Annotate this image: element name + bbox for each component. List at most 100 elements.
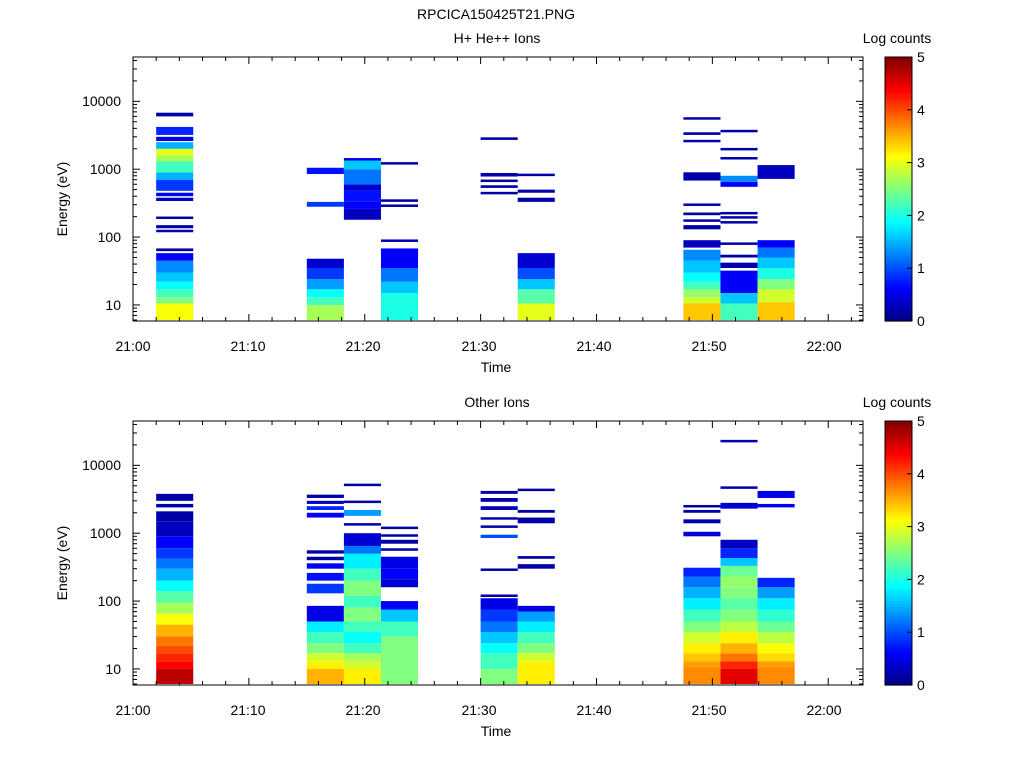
heatmap-cell: [683, 172, 721, 181]
colorbar-swatch: [885, 204, 912, 209]
heatmap-cell: [757, 577, 795, 588]
heatmap-cell: [156, 161, 194, 173]
colorbar-swatch: [885, 518, 912, 522]
heatmap-cell: [380, 548, 419, 551]
colorbar-swatch: [885, 436, 912, 441]
colorbar-swatch: [885, 521, 912, 525]
heatmap-cell: [720, 587, 758, 599]
colorbar-swatch: [885, 162, 912, 166]
heatmap-cell: [306, 289, 344, 298]
heatmap-cell: [720, 147, 758, 151]
heatmap-cell: [156, 668, 194, 684]
heatmap-cell: [380, 534, 419, 537]
heatmap-cell: [156, 558, 194, 569]
heatmap-cell: [517, 621, 555, 633]
colorbar-swatch: [885, 505, 912, 509]
heatmap-cell: [156, 216, 194, 220]
colorbar-swatch: [885, 70, 912, 74]
heatmap-cell: [757, 503, 795, 508]
heatmap-cell: [720, 262, 758, 269]
heatmap-cell: [720, 221, 758, 224]
colorbar-swatch: [885, 302, 912, 306]
colorbar-tick-label: 3: [917, 519, 925, 535]
colorbar-swatch: [885, 550, 912, 554]
colorbar-swatch: [885, 431, 912, 435]
heatmap-cell: [683, 203, 721, 206]
heatmap-cell: [480, 185, 518, 188]
plot-border: [132, 56, 864, 322]
heatmap-cell: [343, 632, 381, 644]
colorbar-swatch: [885, 273, 912, 277]
colorbar-swatch: [885, 313, 912, 317]
heatmap-cell: [517, 303, 555, 321]
colorbar-swatch: [885, 215, 912, 219]
colorbar-swatch: [885, 587, 912, 591]
colorbar-swatch: [885, 72, 912, 77]
colorbar-swatch: [885, 553, 912, 557]
heatmap-cell: [156, 580, 194, 592]
colorbar-swatch: [885, 434, 912, 438]
colorbar-swatch: [885, 444, 912, 448]
colorbar-swatch: [885, 186, 912, 190]
heatmap-cell: [156, 636, 194, 646]
heatmap-cell: [517, 509, 555, 513]
heatmap-cell: [343, 509, 381, 516]
colorbar-swatch: [885, 189, 912, 193]
panel-h-he-ions: H+ He++ Ions 10 100 1000 10000 21:00 21:…: [54, 30, 931, 375]
heatmap-cell: [720, 242, 758, 245]
colorbar-swatch: [885, 468, 912, 472]
colorbar-swatch: [885, 465, 912, 470]
colorbar-swatch: [885, 426, 912, 430]
heatmap-cell: [720, 157, 758, 160]
heatmap-cell: [683, 643, 721, 654]
colorbar-swatch: [885, 233, 912, 238]
heatmap-cell: [306, 572, 344, 581]
heatmap-cell: [720, 439, 758, 443]
colorbar-swatch: [885, 497, 912, 501]
colorbar-swatch: [885, 117, 912, 121]
colorbar-swatch: [885, 115, 912, 119]
colorbar-swatch: [885, 653, 912, 657]
heatmap-cell: [683, 212, 721, 216]
heatmap-cell: [306, 556, 344, 561]
colorbar-title: Log counts: [863, 394, 932, 410]
heatmap-cell: [156, 260, 194, 273]
heatmap-cell: [683, 225, 721, 230]
colorbar-swatch: [885, 455, 912, 459]
colorbar-swatch: [885, 149, 912, 153]
heatmap-cell: [480, 191, 518, 195]
heatmap-cell: [480, 179, 518, 183]
colorbar-tick-label: 0: [917, 313, 925, 329]
heatmap-cell: [380, 568, 419, 580]
colorbar-swatch: [885, 531, 912, 536]
colorbar-swatch: [885, 508, 912, 512]
heatmap-cell: [156, 503, 194, 508]
x-axis-label: Time: [481, 723, 512, 739]
colorbar-swatch: [885, 284, 912, 288]
heatmap-cell: [480, 172, 518, 177]
heatmap-cell: [720, 181, 758, 187]
colorbar-swatch: [885, 640, 912, 644]
heatmap-cell: [683, 139, 721, 143]
heatmap-cell: [380, 636, 419, 654]
x-tick-label: 21:20: [345, 338, 380, 354]
heatmap-cell: [683, 117, 721, 120]
colorbar-swatch: [885, 460, 912, 464]
heatmap-cell: [380, 601, 419, 610]
colorbar-swatch: [885, 555, 912, 559]
heatmap-cell: [306, 653, 344, 662]
colorbar-swatch: [885, 299, 912, 304]
heatmap-cell: [683, 297, 721, 304]
colorbar-swatch: [885, 101, 912, 106]
heatmap-cell: [343, 169, 381, 185]
colorbar-swatch: [885, 494, 912, 499]
heatmap-cell: [156, 192, 194, 197]
colorbar-swatch: [885, 165, 912, 169]
heatmap-cell: [343, 483, 381, 487]
x-axis-ticks: [132, 57, 852, 321]
heatmap-cell: [380, 609, 419, 622]
colorbar-swatch: [885, 152, 912, 156]
colorbar-swatch: [885, 484, 912, 488]
colorbar-swatch: [885, 489, 912, 493]
colorbar-swatch: [885, 637, 912, 641]
